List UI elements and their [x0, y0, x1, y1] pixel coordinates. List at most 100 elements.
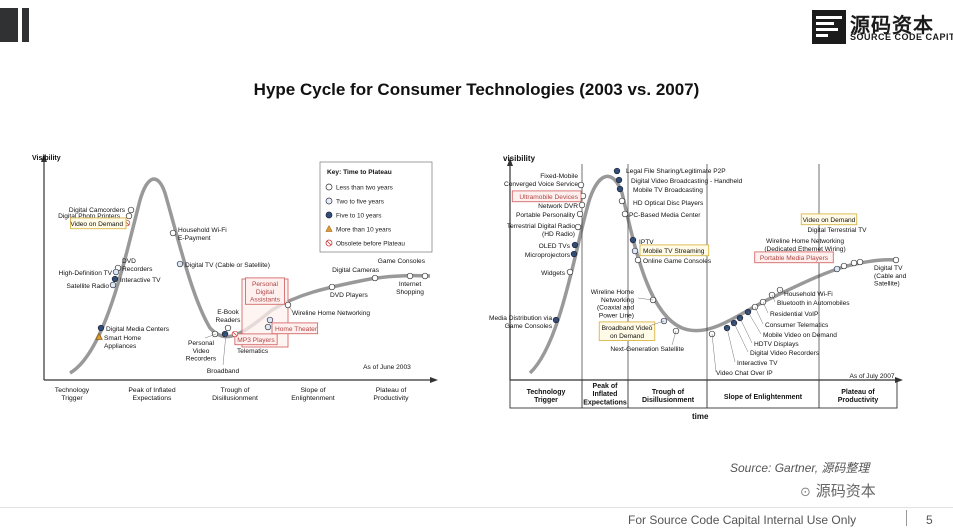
left-tech-wireline-home-networking-marker: [284, 301, 292, 309]
right-tech-ultramobile-devices-label-group: Ultramobile Devices: [511, 190, 582, 203]
left-tech-digital-photo-printers-label: Digital Photo Printers: [58, 213, 121, 220]
right-tech-wireline-home-networking-coaxial-and-power-line-label-group: Wireline Home Networking (Coaxial and Power…: [591, 289, 635, 319]
right-tech-digital-tv-cable-and-satellite-marker: [892, 256, 900, 264]
left-tech-game-consoles-marker: [421, 272, 429, 280]
right-tech-bluetooth-in-automobiles-label: Bluetooth in Automobiles: [777, 300, 850, 307]
right-tech-digital-video-recorders-label: Digital Video Recorders: [750, 350, 820, 357]
left-tech-digital-camcorders-marker: [127, 206, 135, 214]
left-tech-personal-digital-assistants-label: Personal Digital Assistants: [250, 281, 281, 304]
right-slope-leader-3-leader: [739, 317, 753, 344]
left-date-note-label-group: As of June 2003: [363, 364, 411, 371]
left-tech-satellite-radio-label-group: Satellite Radio: [66, 283, 109, 290]
right-next-gen-satellite-leader: [671, 330, 677, 346]
left-tech-internet-shopping-label-group: Internet Shopping: [396, 281, 424, 296]
right-tech-consumer-telematics-label-group: Consumer Telematics: [765, 322, 829, 329]
right-tech-mobile-tv-streaming-highlight-box: [639, 244, 710, 257]
left-phase-plateau-of-productivity-label: Plateau of Productivity: [373, 387, 409, 402]
right-phase-trough-of-disillusionment-label: Trough of Disillusionment: [642, 389, 695, 404]
left-tech-video-on-demand-highlight-box: [70, 217, 127, 230]
right-tech-mobile-video-on-demand-label: Mobile Video on Demand: [763, 332, 837, 339]
left-tech-digital-tv-cable-or-satellite-label: Digital TV (Cable or Satellite): [185, 262, 270, 269]
right-tech-microprojectors-label-group: Microprojectors: [525, 252, 571, 259]
right-y-axis-label: visibility: [503, 154, 536, 163]
footer-separator: [906, 510, 907, 526]
right-tech-mobile-tv-broadcasting-marker: [616, 185, 624, 193]
left-tech-high-definition-tv-marker: [112, 268, 120, 276]
left-phase-slope-of-enlightenment-label: Slope of Enlightenment: [291, 387, 335, 402]
right-tech-mobile-tv-streaming-label: Mobile TV Streaming: [643, 248, 705, 255]
right-tech-online-game-consoles-label-group: Online Game Consoles: [643, 258, 712, 265]
left-tech-telematics-label: Telematics: [237, 348, 269, 355]
left-tech-digital-photo-printers-label-group: Digital Photo Printers: [58, 213, 121, 220]
left-tech-digital-tv-cable-or-satellite-marker: [176, 260, 184, 268]
right-tech-network-dvr-marker: [578, 201, 586, 209]
left-tech-mp3-players-label: MP3 Players: [237, 337, 275, 344]
left-tech-personal-video-recorders-label: Personal Video Recorders: [186, 340, 217, 363]
right-date-note-label-group: As of July 2007: [849, 373, 894, 380]
right-tech-mobile-tv-broadcasting-label: Mobile TV Broadcasting: [633, 187, 703, 194]
left-y-axis-arrow: [41, 154, 47, 162]
left-tech-broadband-leader: [222, 333, 227, 366]
right-tech-media-distribution-via-game-consoles-label-group: Media Distribution via Game Consoles: [489, 315, 553, 330]
left-tech-dvd-players-label-group: DVD Players: [330, 292, 368, 299]
right-tech-digital-video-broadcasting-handheld-label: Digital Video Broadcasting - Handheld: [631, 178, 743, 185]
right-phase-slope-of-enlightenment-label-group: Slope of Enlightenment: [724, 394, 803, 401]
left-tech-interactive-tv-marker: [111, 275, 119, 283]
right-tech-hd-optical-disc-players-label: HD Optical Disc Players: [633, 200, 704, 207]
left-tech-digital-camcorders-label: Digital Camcorders: [69, 207, 126, 214]
right-tech-digital-tv-cable-and-satellite-label: Digital TV (Cable and Satellite): [874, 265, 907, 288]
right-tech-digital-tv-cable-and-satellite-label-group: Digital TV (Cable and Satellite): [874, 265, 907, 288]
left-key-title: Key: Time to Plateau: [327, 169, 392, 176]
right-tech-household-wi-fi-label-group: Household Wi-Fi: [784, 291, 833, 298]
left-tech-household-wi-fi-e-payment-marker: [169, 229, 177, 237]
left-tech-wireline-home-networking-leader: [288, 305, 293, 312]
left-tech-household-wi-fi-e-payment-label: Household Wi-Fi E-Payment: [178, 227, 227, 242]
left-tech-home-theater-marker: [266, 316, 274, 324]
right-tech-pc-based-media-center-label: PC-Based Media Center: [629, 212, 701, 219]
left-tech-digital-tv-cable-or-satellite-label-group: Digital TV (Cable or Satellite): [185, 262, 270, 269]
right-tech-hdtv-displays-label: HDTV Displays: [754, 341, 799, 348]
right-tech-wireline-home-networking-dedicated-ethernet-wiring-marker: [850, 259, 858, 267]
left-tech-dvd-players-marker: [328, 283, 336, 291]
wechat-watermark-text: 源码资本: [815, 482, 876, 500]
right-slope-leader-7-leader: [771, 294, 776, 303]
left-phase-plateau-of-productivity-label-group: Plateau of Productivity: [373, 387, 409, 402]
left-tech-personal-digital-assistants-highlight-box: [245, 277, 285, 305]
right-tech-terrestrial-digital-radio-hd-radio-label-group: Terrestrial Digital Radio (HD Radio): [507, 223, 575, 238]
right-phase-peak-of-inflated-expectations-label: Peak of Inflated Expectations: [583, 383, 627, 406]
left-tech-mp3-players-highlight-box: [234, 333, 278, 346]
right-tech-iptv-marker: [629, 236, 637, 244]
left-phase-slope-of-enlightenment-label-group: Slope of Enlightenment: [291, 387, 335, 402]
right-tech-digital-terrestrial-tv-label: Digital Terrestrial TV: [807, 227, 867, 234]
key-circle-light-icon: [325, 197, 333, 205]
brand-logo-icon: [812, 10, 846, 44]
left-tech-dvd-recorders-label: DVD Recorders: [122, 258, 153, 273]
left-tech-telematics-obsolete-stroke: [232, 331, 238, 337]
key-circle-white-icon: [325, 183, 333, 191]
right-tech-ultramobile-devices-highlight-box: [511, 190, 582, 203]
right-slope-leader-1-leader: [726, 327, 736, 363]
right-tech-mobile-tv-broadcasting-label-group: Mobile TV Broadcasting: [633, 187, 703, 194]
right-tech-widgets-label: Widgets: [541, 270, 566, 277]
right-tech-broadband-video-on-demand-highlight-box: [598, 321, 656, 341]
right-tech-portable-personality-label: Portable Personality: [516, 212, 576, 219]
left-tech-home-theater-label: Home Theater: [275, 326, 318, 333]
right-tech-network-dvr-label-group: Network DVR: [538, 203, 578, 210]
left-phase-trough-of-disillusionment-label: Trough of Disillusionment: [212, 387, 258, 402]
right-tech-legal-file-sharing-legitimate-p2p-label: Legal File Sharing/Legitimate P2P: [626, 168, 726, 175]
right-phase-slope-of-enlightenment-label: Slope of Enlightenment: [724, 394, 803, 401]
right-tech-broadband-video-on-demand-label-group: Broadband Video on Demand: [598, 321, 656, 341]
right-tech-oled-tvs-marker: [571, 241, 579, 249]
left-key-box: Key: Time to Plateau Less than two years…: [319, 161, 433, 253]
left-tech-video-on-demand-label: Video on Demand: [70, 221, 123, 228]
right-tech-portable-media-players-highlight-box: [754, 251, 834, 264]
right-tech-video-chat-over-ip-label: Video Chat Over IP: [716, 370, 773, 377]
corner-bar-mark-thin: [22, 8, 29, 42]
right-tech-video-on-demand-label: Video on Demand: [803, 217, 856, 224]
right-slope-leader-4-leader: [747, 311, 762, 335]
right-tech-fixed-mobile-converged-voice-service-label-group: Fixed-Mobile Converged Voice Service: [504, 173, 578, 188]
left-tech-high-definition-tv-label-group: High-Definition TV: [59, 270, 113, 277]
right-tech-digital-terrestrial-tv-marker: [840, 262, 848, 270]
right-tech-mobile-tv-streaming-marker: [631, 247, 639, 255]
right-tech-hd-optical-disc-players-marker: [618, 197, 626, 205]
